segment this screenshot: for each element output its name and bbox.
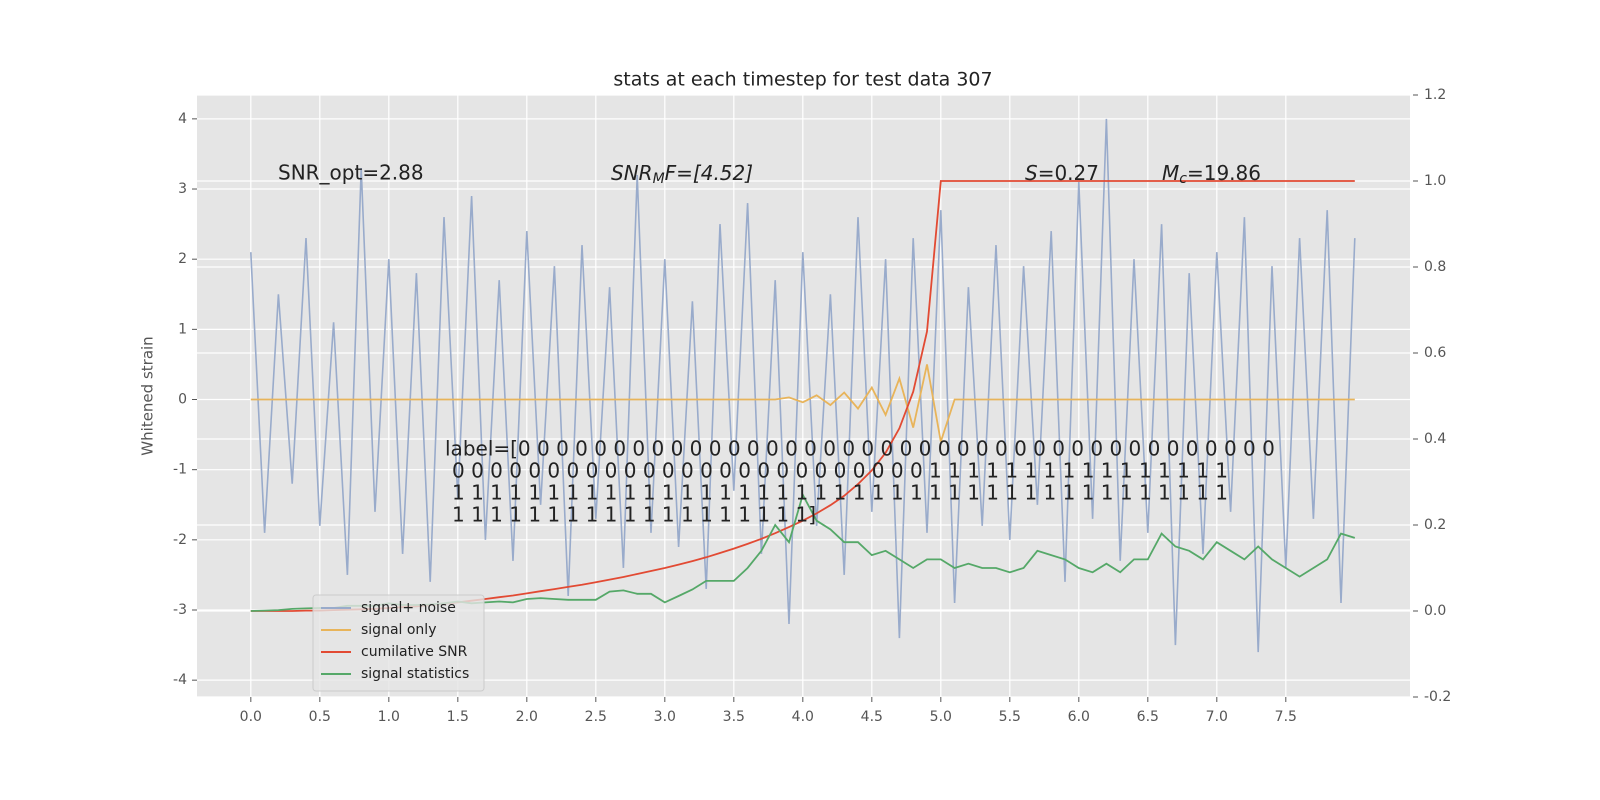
x-tick-label: 5.0	[930, 709, 952, 725]
chart-title: stats at each timestep for test data 307	[613, 69, 992, 91]
x-tick-label: 0.5	[309, 709, 331, 725]
grid	[197, 94, 1410, 698]
x-tick-label: 3.5	[723, 709, 745, 725]
legend-box	[312, 594, 485, 692]
label-line: 1 1 1 1 1 1 1 1 1 1 1 1 1 1 1 1 1 1 1 1 …	[452, 481, 1228, 505]
x-tick-label: 5.5	[999, 709, 1021, 725]
y2-tick-label: 0.8	[1424, 259, 1446, 275]
annotation: S=0.27	[1025, 161, 1099, 185]
y-tick-label: 1	[178, 321, 187, 337]
y2-tick-label: 1.2	[1424, 87, 1446, 103]
y-tick-label: 4	[178, 111, 187, 127]
label-line: 0 0 0 0 0 0 0 0 0 0 0 0 0 0 0 0 0 0 0 0 …	[452, 459, 1228, 483]
x-tick-label: 2.0	[516, 709, 538, 725]
legend-label: cumilative SNR	[361, 644, 468, 660]
annotation: Mc=19.86	[1162, 161, 1261, 188]
legend-label: signal+ noise	[361, 600, 456, 616]
annotation: SNRMF=[4.52]	[611, 161, 753, 188]
x-tick-label: 6.0	[1068, 709, 1090, 725]
y2-tick-label: 1.0	[1424, 173, 1446, 189]
y-tick-label: -3	[173, 602, 187, 618]
y-tick-label: -2	[173, 532, 187, 548]
x-tick-label: 0.0	[240, 709, 262, 725]
y-tick-label: 3	[178, 181, 187, 197]
y-tick-label: 2	[178, 251, 187, 267]
x-tick-label: 7.0	[1206, 709, 1228, 725]
y-axis-label: Whitened strain	[139, 336, 157, 455]
x-tick-label: 1.5	[447, 709, 469, 725]
annotation: SNR_opt=2.88	[278, 161, 424, 185]
y2-tick-label: 0.2	[1424, 517, 1446, 533]
series-line	[250, 118, 1356, 653]
legend-label: signal statistics	[361, 666, 469, 682]
x-tick-label: 3.0	[654, 709, 676, 725]
label-text: label=[0 0 0 0 0 0 0 0 0 0 0 0 0 0 0 0 0…	[445, 437, 1275, 527]
x-tick-label: 6.5	[1137, 709, 1159, 725]
x-tick-label: 4.0	[792, 709, 814, 725]
x-tick-label: 4.5	[861, 709, 883, 725]
x-tick-label: 1.0	[378, 709, 400, 725]
x-tick-label: 2.5	[585, 709, 607, 725]
y2-tick-label: -0.2	[1424, 689, 1451, 705]
y-tick-label: -1	[173, 462, 187, 478]
y2-tick-label: 0.0	[1424, 603, 1446, 619]
y2-tick-label: 0.6	[1424, 345, 1446, 361]
y2-tick-label: 0.4	[1424, 431, 1446, 447]
label-line: label=[0 0 0 0 0 0 0 0 0 0 0 0 0 0 0 0 0…	[445, 437, 1275, 461]
y-tick-label: 0	[178, 392, 187, 408]
legend: signal+ noise signal only cumilative SNR si…	[312, 594, 485, 692]
x-tick-label: 7.5	[1275, 709, 1297, 725]
y-tick-label: -4	[173, 672, 187, 688]
legend-label: signal only	[361, 622, 436, 638]
series-line	[250, 364, 1355, 442]
label-line: 1 1 1 1 1 1 1 1 1 1 1 1 1 1 1 1 1 1 1]	[452, 503, 816, 527]
